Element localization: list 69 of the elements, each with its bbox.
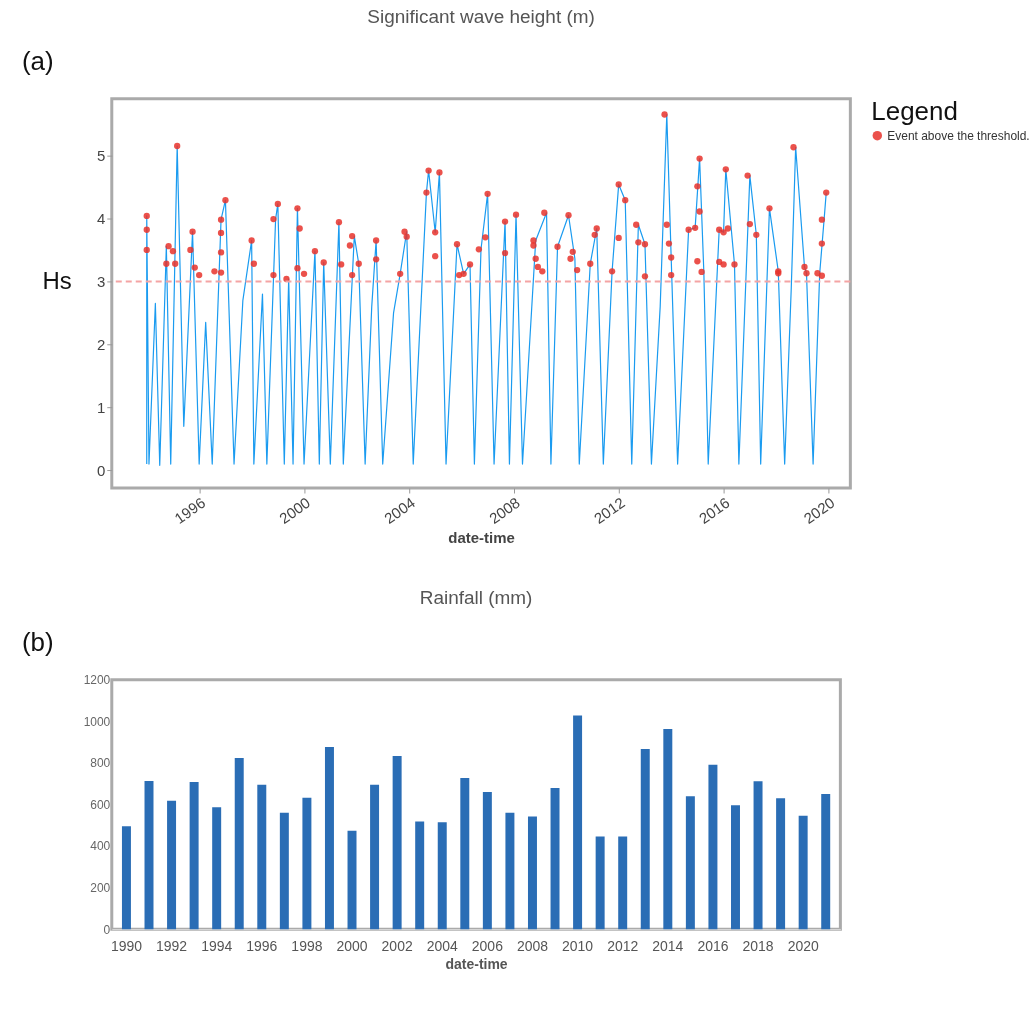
bar bbox=[730, 805, 740, 930]
chart-title: Rainfall (mm) bbox=[419, 586, 533, 608]
y-tick-label: 1000 bbox=[83, 714, 111, 729]
bar bbox=[347, 830, 357, 930]
x-tick-label: 2002 bbox=[381, 937, 413, 954]
bar bbox=[753, 781, 763, 930]
bar bbox=[527, 816, 537, 930]
x-tick-label: 2006 bbox=[471, 937, 504, 954]
x-tick-label: 2008 bbox=[516, 937, 549, 954]
y-tick-label: 200 bbox=[90, 881, 111, 896]
x-tick-label: 2020 bbox=[787, 937, 819, 954]
x-tick-label: 1992 bbox=[156, 937, 188, 954]
chart-title: Significant wave height (m) bbox=[367, 5, 595, 27]
bar bbox=[550, 787, 560, 930]
bar bbox=[460, 777, 470, 930]
legend-label: Event above the threshold. bbox=[887, 128, 1030, 143]
bar bbox=[821, 793, 831, 930]
x-axis-title: date-time bbox=[445, 955, 508, 972]
y-tick-label: 3 bbox=[96, 272, 106, 290]
x-tick-label: 1990 bbox=[110, 937, 143, 954]
bar bbox=[167, 800, 177, 930]
y-tick-label: 0 bbox=[103, 922, 111, 937]
bar bbox=[121, 826, 131, 930]
bar bbox=[189, 781, 199, 930]
x-tick-label: 1998 bbox=[291, 937, 323, 954]
x-tick-label: 2018 bbox=[742, 937, 774, 954]
bar bbox=[776, 798, 786, 930]
x-tick-label: 2016 bbox=[697, 937, 729, 954]
x-tick-label: 2012 bbox=[607, 937, 639, 954]
y-tick-label: 800 bbox=[90, 756, 111, 771]
x-tick-label: 1996 bbox=[246, 937, 278, 954]
bar bbox=[392, 755, 402, 930]
bar bbox=[482, 791, 492, 930]
y-tick-label: 2 bbox=[96, 335, 106, 353]
bar bbox=[257, 784, 267, 930]
bar bbox=[595, 836, 605, 930]
bar bbox=[573, 715, 583, 930]
bar bbox=[708, 764, 718, 930]
x-tick-label: 1994 bbox=[201, 937, 233, 954]
y-tick-label: 0 bbox=[96, 461, 106, 479]
bar bbox=[370, 784, 380, 930]
bar bbox=[685, 796, 695, 930]
y-tick-label: 1 bbox=[96, 398, 106, 416]
bar bbox=[212, 807, 222, 930]
bar bbox=[415, 821, 425, 930]
x-tick-label: 2000 bbox=[336, 937, 368, 954]
text: (a) bbox=[21, 46, 54, 75]
bar bbox=[798, 815, 808, 930]
y-tick-label: 400 bbox=[90, 839, 111, 854]
bar bbox=[618, 836, 628, 930]
y-tick-label: 1200 bbox=[83, 673, 111, 688]
bar bbox=[505, 812, 515, 930]
text: (b) bbox=[21, 627, 54, 656]
bar bbox=[234, 758, 244, 930]
y-tick-label: 4 bbox=[96, 209, 106, 227]
legend-title: Legend bbox=[871, 96, 958, 125]
bar bbox=[640, 749, 650, 930]
x-tick-label: 2004 bbox=[426, 937, 459, 954]
x-tick-label: 2014 bbox=[652, 937, 684, 954]
y-tick-label: 5 bbox=[96, 146, 106, 164]
bar bbox=[324, 747, 334, 930]
x-tick-label: 2010 bbox=[562, 937, 594, 954]
bar bbox=[437, 822, 447, 930]
y-axis-title: Hs bbox=[42, 266, 72, 294]
y-tick-label: 600 bbox=[90, 797, 111, 812]
bar bbox=[663, 728, 673, 930]
bar bbox=[302, 797, 312, 930]
x-axis-title: date-time bbox=[448, 528, 515, 546]
bar bbox=[279, 812, 289, 930]
